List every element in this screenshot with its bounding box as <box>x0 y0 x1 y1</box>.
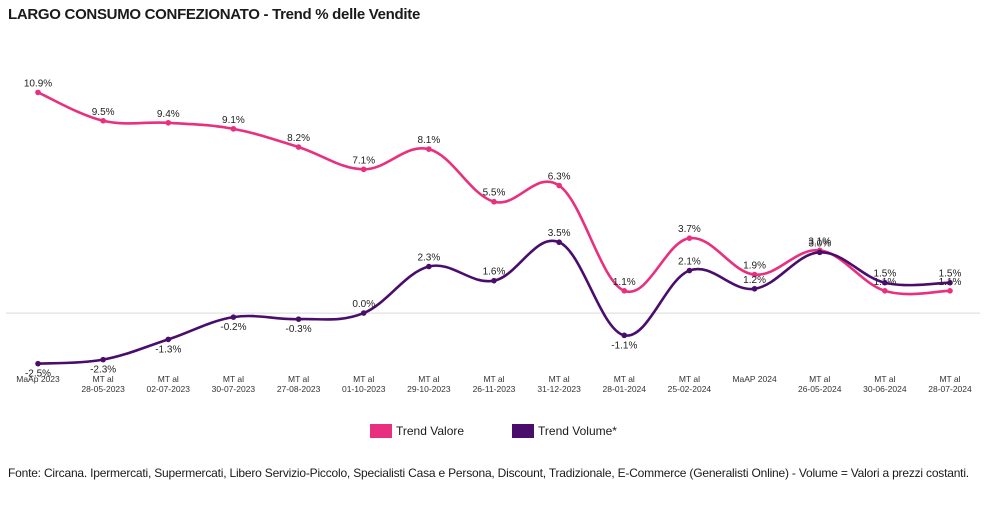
x-tick-label: MT al 27-08-2023 <box>277 374 321 394</box>
data-label-volume: 3.0% <box>808 238 831 249</box>
data-point-valore <box>165 119 172 126</box>
x-tick-label: MT al 28-05-2023 <box>81 374 125 394</box>
legend-swatch-valore <box>370 424 392 438</box>
data-point-valore <box>360 166 367 173</box>
x-tick-label: MaAP 2024 <box>732 374 777 384</box>
data-label-volume: -2.3% <box>90 365 116 376</box>
x-tick-label: MT al 26-05-2024 <box>798 374 842 394</box>
data-label-valore: 8.2% <box>287 133 310 144</box>
data-label-valore: 1.1% <box>613 277 636 288</box>
data-point-volume <box>360 310 367 316</box>
data-label-valore: 5.5% <box>483 188 506 199</box>
data-label-volume: -0.2% <box>220 322 246 333</box>
data-point-volume <box>230 314 237 320</box>
data-label-volume: 1.2% <box>743 275 766 286</box>
data-point-valore <box>947 288 953 294</box>
data-point-volume <box>882 279 888 286</box>
data-point-volume <box>100 356 106 363</box>
data-label-volume: -2.5% <box>25 369 51 380</box>
legend-swatch-volume <box>512 424 535 438</box>
data-point-valore <box>686 235 693 241</box>
data-point-volume <box>295 316 302 322</box>
data-point-volume <box>686 267 693 274</box>
data-label-volume: 2.3% <box>417 253 440 264</box>
data-point-volume <box>751 285 758 292</box>
data-point-valore <box>556 182 562 189</box>
legend-item-valore: Trend Valore <box>370 424 464 438</box>
data-point-volume <box>491 277 497 284</box>
data-point-valore <box>295 144 302 150</box>
data-point-volume <box>947 279 953 286</box>
source-footnote: Fonte: Circana. Ipermercati, Supermercat… <box>8 466 969 480</box>
data-label-valore: 9.4% <box>157 109 180 120</box>
data-point-valore <box>100 117 106 124</box>
data-label-volume: 0.0% <box>352 299 375 310</box>
x-tick-label: MT al 30-07-2023 <box>212 374 256 394</box>
x-tick-label: MT al 01-10-2023 <box>342 374 386 394</box>
x-tick-label: MT al 28-07-2024 <box>928 374 972 394</box>
data-label-valore: 8.1% <box>417 135 440 146</box>
data-label-valore: 9.1% <box>222 115 245 126</box>
data-label-valore: 10.9% <box>24 78 52 89</box>
x-tick-label: MT al 02-07-2023 <box>147 374 191 394</box>
data-label-volume: 1.5% <box>939 269 962 280</box>
data-label-volume: 2.1% <box>678 257 701 268</box>
data-label-valore: 7.1% <box>352 155 375 166</box>
data-label-valore: 9.5% <box>92 107 115 118</box>
chart-title-main: LARGO CONSUMO CONFEZIONATO <box>8 6 260 23</box>
data-point-valore <box>882 288 888 294</box>
data-label-valore: 3.7% <box>678 224 701 235</box>
line-chart: MaAp 2023 MT al 28-05-2023 MT al 02-07-2023 M… <box>6 78 980 394</box>
x-tick-label: MT al 26-11-2023 <box>473 374 516 394</box>
data-point-volume <box>556 239 562 246</box>
chart-legend: Trend Valore Trend Volume* <box>370 424 617 438</box>
data-point-volume <box>621 332 628 339</box>
data-label-valore: 1.9% <box>743 261 766 272</box>
legend-label-valore: Trend Valore <box>396 424 465 438</box>
data-label-valore: 3.1% <box>808 236 831 247</box>
x-tick-label: MT al 28-01-2024 <box>603 374 647 394</box>
data-point-volume <box>165 336 172 343</box>
data-point-valore <box>35 89 41 96</box>
data-point-valore <box>751 271 758 278</box>
series-line-volume <box>36 239 952 365</box>
data-point-volume <box>35 360 41 367</box>
series-line-valore <box>36 91 952 296</box>
data-point-volume <box>426 263 432 270</box>
x-tick-label: MT al 30-06-2024 <box>863 374 907 394</box>
x-tick-label: MaAp 2023 <box>16 374 60 384</box>
data-label-volume: 1.5% <box>873 269 896 280</box>
legend-item-volume: Trend Volume* <box>512 424 617 438</box>
chart-title-sub: - Trend % delle Vendite <box>259 6 421 23</box>
data-label-volume: -1.1% <box>611 340 637 351</box>
chart-title: LARGO CONSUMO CONFEZIONATO - Trend % del… <box>8 6 420 23</box>
data-point-valore <box>426 146 432 152</box>
x-tick-label: MT al 31-12-2023 <box>537 374 581 394</box>
data-label-volume: 3.5% <box>548 228 571 239</box>
data-label-volume: -1.3% <box>155 344 181 355</box>
data-point-valore <box>491 198 497 205</box>
data-label-volume: 1.6% <box>483 267 506 278</box>
data-point-valore <box>230 126 237 132</box>
legend-label-volume: Trend Volume* <box>538 424 617 438</box>
data-point-valore <box>621 288 628 294</box>
x-tick-label: MT al 25-02-2024 <box>668 374 712 394</box>
data-point-volume <box>816 249 823 256</box>
x-tick-label: MT al 29-10-2023 <box>407 374 451 394</box>
data-label-valore: 6.3% <box>548 172 571 183</box>
data-label-volume: -0.3% <box>286 324 312 335</box>
